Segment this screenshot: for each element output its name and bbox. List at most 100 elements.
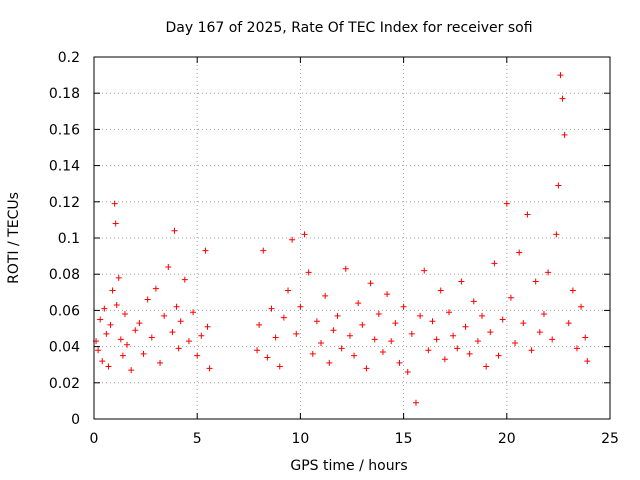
data-point [268, 305, 275, 312]
data-point [115, 274, 122, 281]
y-tick-label: 0.1 [58, 231, 80, 247]
data-point [507, 294, 514, 301]
data-points [93, 72, 591, 406]
data-point [355, 300, 362, 307]
data-point [111, 200, 118, 207]
data-point [561, 131, 568, 138]
data-point [582, 334, 589, 341]
data-point [293, 330, 300, 337]
data-point [280, 314, 287, 321]
data-point [421, 267, 428, 274]
data-point [121, 311, 128, 318]
data-point [359, 321, 366, 328]
data-point [334, 312, 341, 319]
y-tick-label: 0 [71, 412, 80, 428]
data-point [309, 350, 316, 357]
data-point [105, 363, 112, 370]
data-point [338, 345, 345, 352]
data-point [173, 303, 180, 310]
data-point [549, 336, 556, 343]
data-point [466, 350, 473, 357]
data-point [276, 363, 283, 370]
data-point [446, 309, 453, 316]
data-point [408, 330, 415, 337]
data-point [301, 231, 308, 238]
data-point [545, 269, 552, 276]
data-point [479, 312, 486, 319]
data-point [204, 323, 211, 330]
x-tick-label: 5 [193, 431, 202, 447]
data-point [584, 358, 591, 365]
chart-title: Day 167 of 2025, Rate Of TEC Index for r… [165, 20, 532, 36]
data-point [520, 320, 527, 327]
data-point [524, 211, 531, 218]
data-point [367, 280, 374, 287]
data-point [175, 345, 182, 352]
data-point [148, 334, 155, 341]
data-point [285, 287, 292, 294]
data-point [559, 95, 566, 102]
data-point [412, 399, 419, 406]
data-point [351, 352, 358, 359]
data-point [322, 292, 329, 299]
data-point [260, 247, 267, 254]
data-point [190, 309, 197, 316]
data-point [392, 320, 399, 327]
data-point [569, 287, 576, 294]
data-point [194, 352, 201, 359]
data-point [379, 349, 386, 356]
data-point [305, 269, 312, 276]
data-point [169, 329, 176, 336]
x-tick-label: 0 [90, 431, 99, 447]
y-axis-label: ROTI / TECUs [6, 192, 22, 284]
data-point [198, 332, 205, 339]
data-point [454, 345, 461, 352]
data-point [371, 336, 378, 343]
y-tick-labels: 0 0.02 0.04 0.06 0.08 0.1 0.12 0.14 0.16 0.18 0.2 [49, 50, 80, 428]
data-point [441, 356, 448, 363]
data-point [171, 227, 178, 234]
data-point [177, 318, 184, 325]
data-point [297, 303, 304, 310]
data-point [326, 359, 333, 366]
data-point [429, 318, 436, 325]
data-point [113, 301, 120, 308]
data-point [458, 278, 465, 285]
data-point [573, 345, 580, 352]
data-point [140, 350, 147, 357]
data-point [470, 298, 477, 305]
data-point [553, 231, 560, 238]
data-point [119, 352, 126, 359]
data-point [499, 316, 506, 323]
y-tick-label: 0.2 [58, 50, 80, 66]
x-tick-labels: 0 5 10 15 20 25 [90, 431, 619, 447]
data-point [578, 303, 585, 310]
axis-ticks [93, 56, 611, 420]
data-point [313, 318, 320, 325]
data-point [555, 182, 562, 189]
data-point [462, 323, 469, 330]
y-tick-label: 0.12 [49, 195, 80, 211]
data-point [107, 321, 114, 328]
data-point [400, 303, 407, 310]
data-point [99, 358, 106, 365]
data-point [124, 341, 131, 348]
x-tick-label: 15 [395, 431, 413, 447]
data-point [528, 347, 535, 354]
data-point [375, 311, 382, 318]
data-point [112, 220, 119, 227]
data-point [185, 338, 192, 345]
data-point [202, 247, 209, 254]
data-point [181, 276, 188, 283]
data-point [557, 72, 564, 79]
data-point [363, 365, 370, 372]
data-point [109, 287, 116, 294]
data-point [254, 347, 261, 354]
y-tick-label: 0.08 [49, 267, 80, 283]
data-point [101, 305, 108, 312]
data-point [404, 368, 411, 375]
data-point [540, 311, 547, 318]
data-point [264, 354, 271, 361]
data-point [516, 249, 523, 256]
